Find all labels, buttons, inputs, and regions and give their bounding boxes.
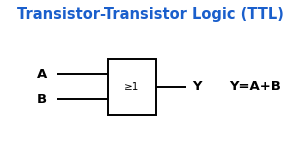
Text: B: B: [37, 92, 47, 106]
Text: Y: Y: [192, 80, 201, 93]
FancyBboxPatch shape: [108, 59, 156, 115]
Text: Y=A+B: Y=A+B: [229, 80, 281, 93]
Text: Transistor-Transistor Logic (TTL): Transistor-Transistor Logic (TTL): [16, 7, 283, 22]
Text: ≥1: ≥1: [124, 82, 140, 92]
Text: A: A: [37, 68, 47, 81]
